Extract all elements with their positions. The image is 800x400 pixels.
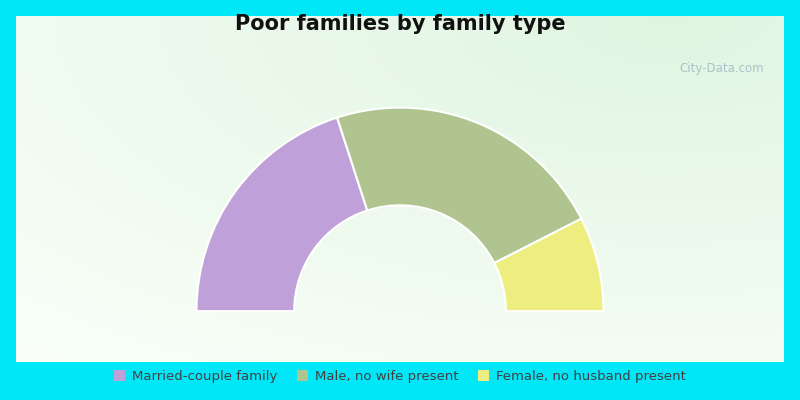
Wedge shape xyxy=(337,108,582,263)
Text: City-Data.com: City-Data.com xyxy=(679,62,764,75)
Wedge shape xyxy=(494,219,603,311)
Legend: Married-couple family, Male, no wife present, Female, no husband present: Married-couple family, Male, no wife pre… xyxy=(109,365,691,389)
Text: Poor families by family type: Poor families by family type xyxy=(234,14,566,34)
Wedge shape xyxy=(197,118,367,311)
